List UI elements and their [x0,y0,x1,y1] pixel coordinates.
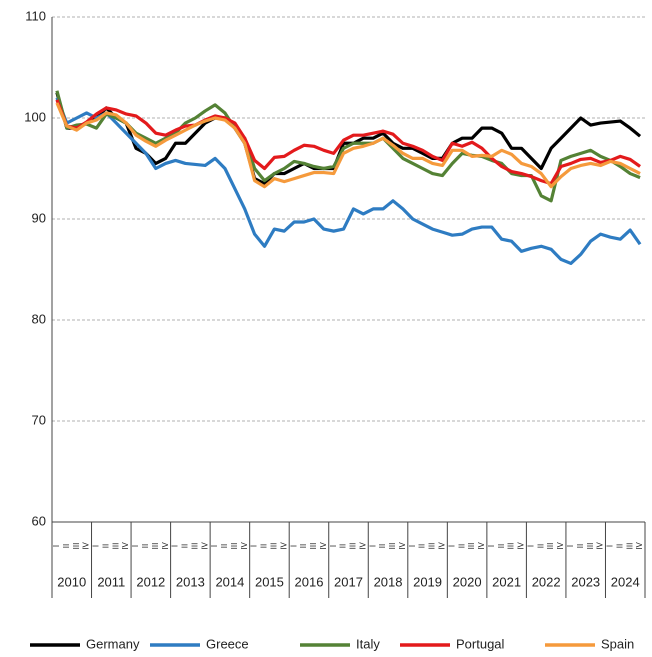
x-tick-label: II [457,544,466,548]
legend-label: Portugal [456,636,505,651]
y-tick-label: 90 [32,210,46,225]
x-tick-label: I [289,545,298,547]
x-tick-label: IV [556,542,565,550]
x-tick-label: I [606,545,615,547]
x-group-label: 2024 [611,574,640,589]
x-group-label: 2022 [532,574,561,589]
x-tick-label: I [487,545,496,547]
x-tick-label: IV [240,542,249,550]
x-tick-label: IV [477,542,486,550]
x-tick-label: IV [121,542,130,550]
x-tick-label: I [447,545,456,547]
x-tick-label: III [230,543,239,550]
x-group-label: 2017 [334,574,363,589]
x-tick-label: III [388,543,397,550]
x-tick-label: III [111,543,120,550]
x-tick-label: II [536,544,545,548]
x-tick-label: III [507,543,516,550]
x-tick-label: II [418,544,427,548]
x-tick-label: III [269,543,278,550]
x-tick-label: I [526,545,535,547]
x-tick-label: I [566,545,575,547]
x-tick-label: II [101,544,110,548]
x-group-label: 2020 [453,574,482,589]
x-tick-label: II [615,544,624,548]
x-tick-label: I [329,545,338,547]
x-tick-label: I [171,545,180,547]
x-tick-label: I [408,545,417,547]
x-group-label: 2023 [571,574,600,589]
x-group-label: 2015 [255,574,284,589]
x-tick-label: III [625,543,634,550]
x-tick-label: III [586,543,595,550]
x-tick-label: III [309,543,318,550]
x-tick-label: IV [200,542,209,550]
series-line [55,92,642,186]
x-group-label: 2011 [97,574,125,589]
series-line [55,97,642,266]
x-group-label: 2019 [413,574,442,589]
x-tick-label: IV [358,542,367,550]
x-tick-label: III [428,543,437,550]
x-tick-label: IV [438,542,447,550]
y-tick-label: 70 [32,412,46,427]
y-tick-label: 60 [32,513,46,528]
x-tick-label: III [190,543,199,550]
x-tick-label: I [131,545,140,547]
x-tick-label: III [349,543,358,550]
legend-label: Spain [601,636,634,651]
x-tick-label: I [368,545,377,547]
y-tick-label: 80 [32,311,46,326]
y-tick-label: 100 [24,109,46,124]
x-tick-label: II [339,544,348,548]
x-group-label: 2018 [374,574,403,589]
x-group-label: 2021 [492,574,521,589]
x-tick-label: II [576,544,585,548]
x-tick-label: III [546,543,555,550]
x-tick-label: I [52,545,61,547]
x-tick-label: II [378,544,387,548]
x-group-label: 2014 [215,574,244,589]
x-tick-label: II [220,544,229,548]
x-tick-label: I [92,545,101,547]
x-tick-label: II [260,544,269,548]
x-tick-label: IV [517,542,526,550]
x-tick-label: IV [161,542,170,550]
x-tick-label: II [299,544,308,548]
series-line [55,102,641,189]
x-tick-label: II [497,544,506,548]
legend-label: Italy [356,636,380,651]
y-tick-label: 110 [25,8,46,23]
x-tick-label: II [62,544,71,548]
x-group-label: 2010 [57,574,86,589]
series-line [55,90,641,203]
x-group-label: 2013 [176,574,205,589]
x-tick-label: III [151,543,160,550]
x-tick-label: III [467,543,476,550]
x-group-label: 2016 [295,574,324,589]
x-tick-label: I [210,545,219,547]
x-tick-label: II [181,544,190,548]
legend-label: Germany [86,636,140,651]
series-line [55,99,641,186]
x-tick-label: IV [635,542,644,550]
x-tick-label: I [250,545,259,547]
x-tick-label: IV [398,542,407,550]
x-group-label: 2012 [136,574,165,589]
x-tick-label: IV [319,542,328,550]
x-tick-label: II [141,544,150,548]
x-tick-label: IV [279,542,288,550]
legend-label: Greece [206,636,249,651]
x-tick-label: III [72,543,81,550]
x-tick-label: IV [82,542,91,550]
x-tick-label: IV [596,542,605,550]
